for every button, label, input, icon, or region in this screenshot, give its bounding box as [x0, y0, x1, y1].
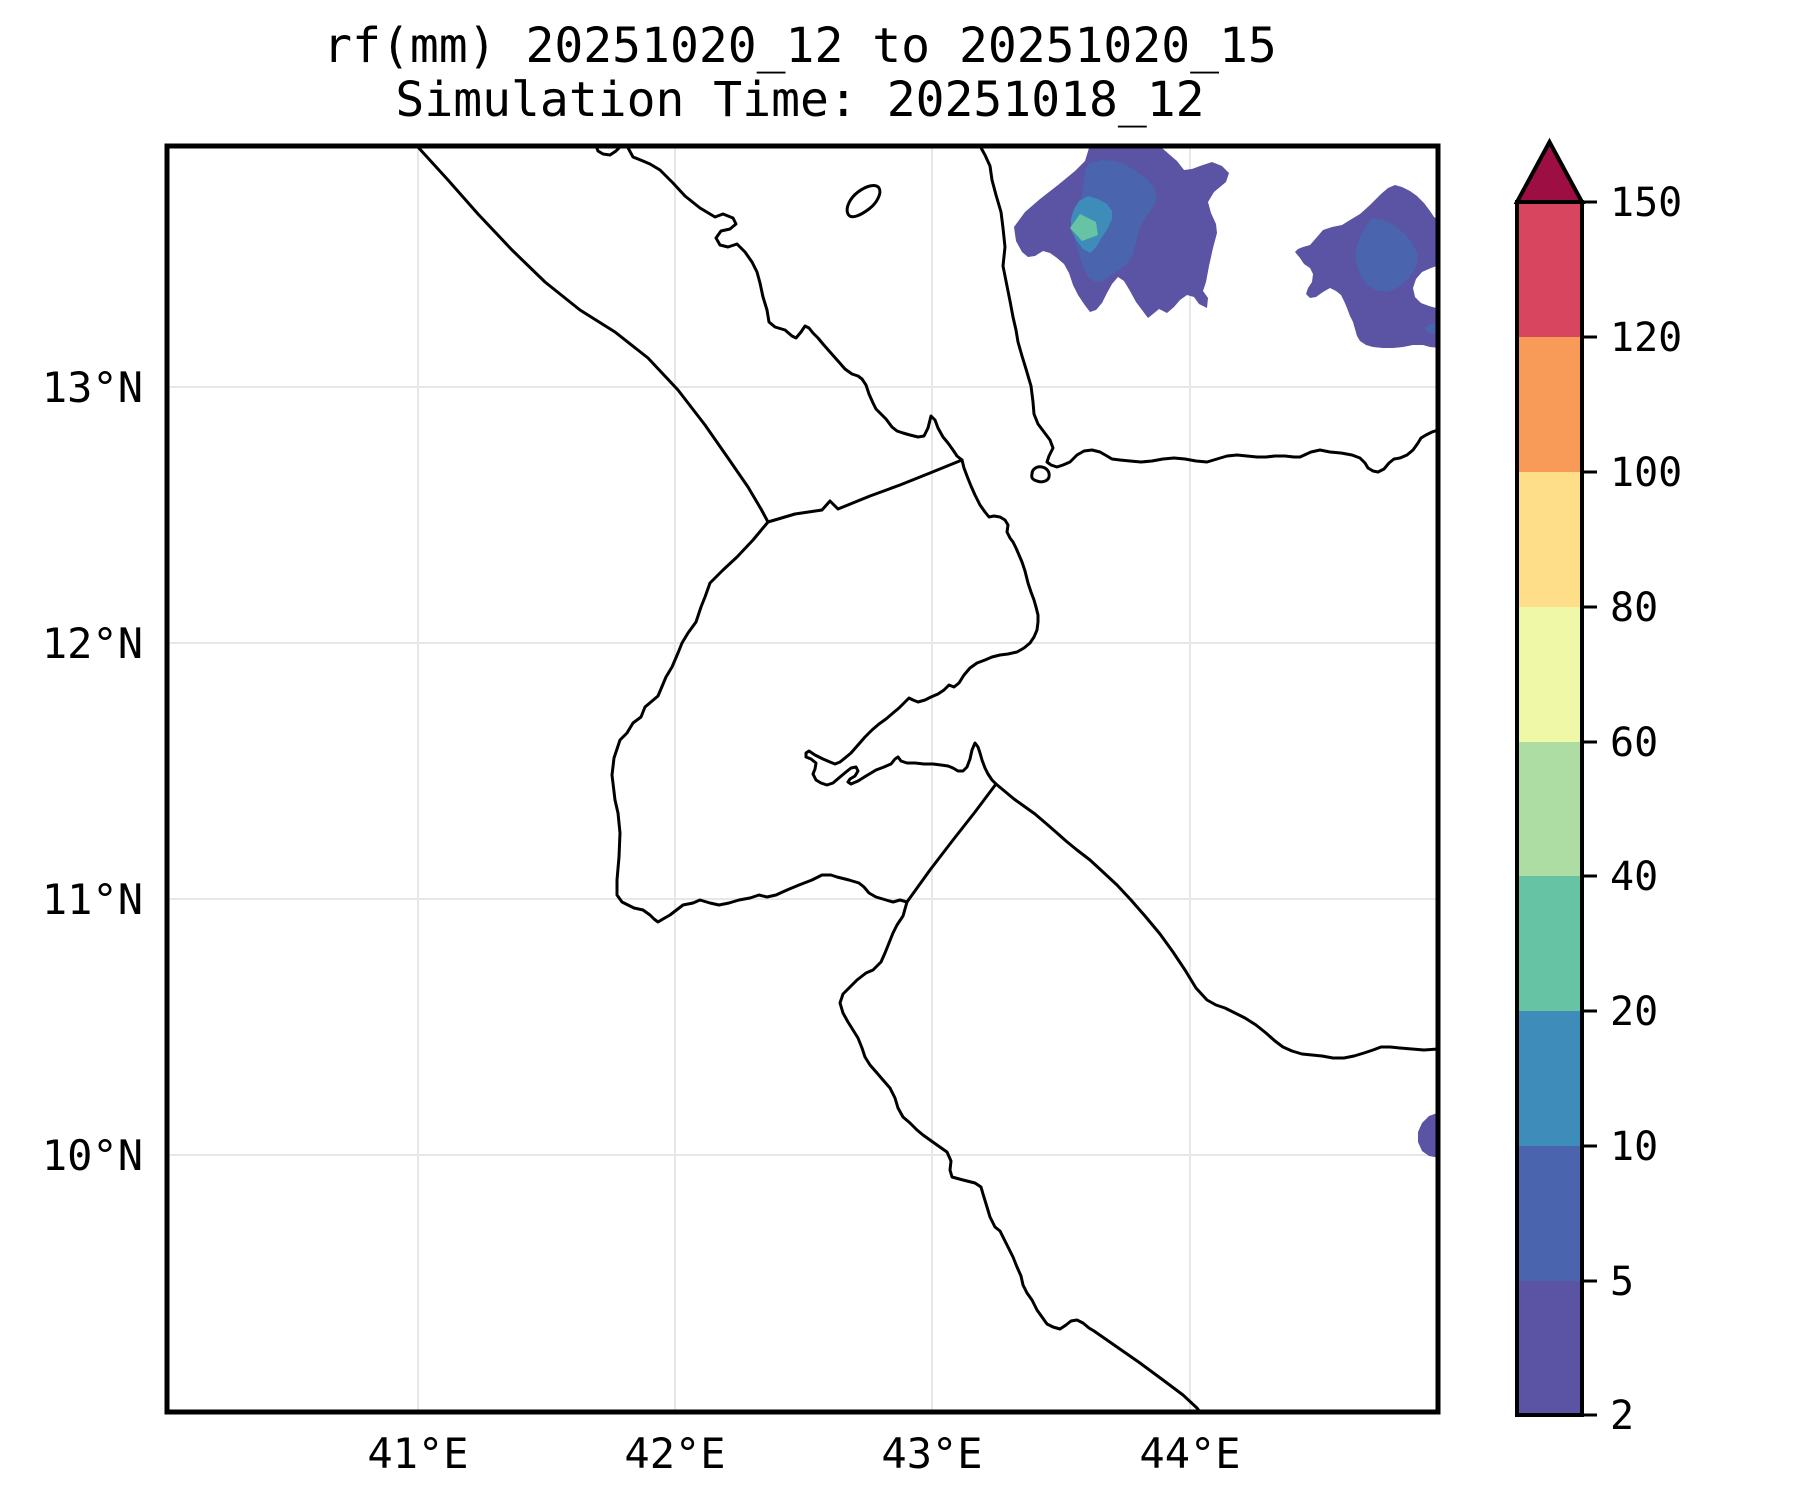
rain-se-edge-2-5 [1418, 1112, 1438, 1158]
colorbar-segment [1517, 742, 1582, 876]
colorbar-segment [1517, 1146, 1582, 1281]
coastline-djibouti-gulf-tadjoura-somalia [804, 458, 1438, 1060]
cbar-label-5: 5 [1610, 1259, 1634, 1305]
colorbar-segment [1517, 876, 1582, 1011]
cbar-label-40: 40 [1610, 854, 1658, 900]
x-tick-label-43e: 43°E [881, 1429, 982, 1478]
x-tick-label-41e: 41°E [367, 1429, 468, 1478]
border-djibouti-somalia [905, 782, 998, 904]
rain-main-core-20-40 [1070, 214, 1098, 241]
x-tick-label-42e: 42°E [624, 1429, 725, 1478]
colorbar-over-arrow [1513, 137, 1586, 204]
cbar-label-10: 10 [1610, 1124, 1658, 1170]
plot-subtitle: Simulation Time: 20251018_12 [395, 72, 1204, 128]
map-border [164, 143, 1441, 1415]
cbar-label-120: 120 [1610, 315, 1682, 361]
cbar-label-20: 20 [1610, 989, 1658, 1035]
border-ethiopia-djibouti [610, 520, 909, 924]
map-frame [164, 143, 1441, 1415]
coastline-top-edge-dip [594, 146, 622, 157]
colorbar-segment [1517, 202, 1582, 337]
y-tick-label-11n: 11°N [42, 875, 143, 924]
cbar-label-150: 150 [1610, 180, 1682, 226]
x-tick-label-44e: 44°E [1139, 1429, 1240, 1478]
plot-title: rf(mm) 20251020_12 to 20251020_15 [323, 18, 1277, 74]
colorbar-segment [1517, 607, 1582, 742]
rainfall-contour-patches [1014, 148, 1438, 1158]
coastline-yemen [978, 146, 1438, 474]
border-eritrea-ethiopia [415, 146, 770, 524]
y-tick-label-13n: 13°N [42, 363, 143, 412]
border-ethiopia-somalia [838, 900, 1202, 1412]
cbar-label-100: 100 [1610, 450, 1682, 496]
rain-east-edge-sliver-5-10 [1424, 322, 1438, 334]
colorbar-segment [1517, 472, 1582, 607]
rain-east-5-10 [1356, 218, 1418, 292]
border-eritrea-djibouti [766, 458, 964, 524]
colorbar-segment [1517, 1011, 1582, 1146]
coastlines-and-borders [415, 146, 1438, 1412]
y-tick-label-10n: 10°N [42, 1131, 143, 1180]
colorbar [1513, 137, 1597, 1417]
island-perim [1030, 465, 1051, 484]
island-hanish [845, 183, 882, 219]
map-gridlines [167, 146, 1438, 1412]
cbar-label-2: 2 [1610, 1393, 1634, 1439]
y-tick-label-12n: 12°N [42, 619, 143, 668]
colorbar-segment [1517, 337, 1582, 472]
colorbar-outline [1515, 200, 1584, 1417]
cbar-label-80: 80 [1610, 585, 1658, 631]
cbar-label-60: 60 [1610, 720, 1658, 766]
colorbar-segment [1517, 1281, 1582, 1415]
coastline-eritrea-redsea [625, 146, 964, 462]
rain-main-5-10 [1074, 160, 1157, 282]
